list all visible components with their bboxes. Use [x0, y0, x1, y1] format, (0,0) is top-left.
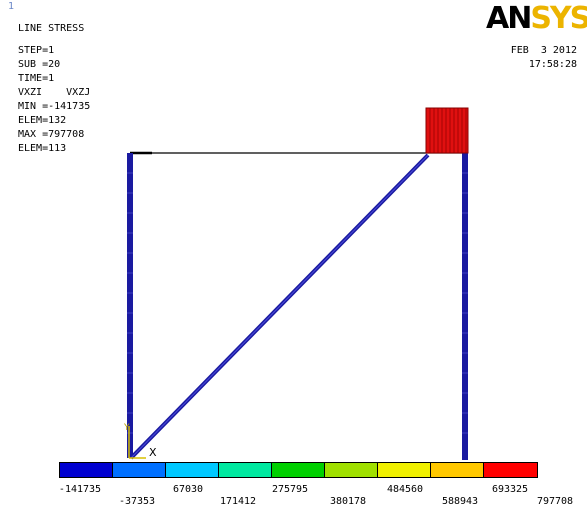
max-stress-hatching	[429, 108, 467, 153]
legend-band-1	[59, 462, 114, 478]
legend-label-9: 693325	[491, 484, 529, 495]
legend-label-10: 797708	[536, 496, 574, 507]
plot-title: LINE STRESS	[18, 23, 85, 34]
legend-label-3: 67030	[172, 484, 204, 495]
result-items-label: VXZI VXZJ	[18, 87, 91, 98]
legend-label-6: 380178	[329, 496, 367, 507]
min-value-label: MIN =-141735	[18, 101, 91, 112]
max-value-label: MAX =797708	[18, 129, 85, 140]
triad-y-label: Y	[123, 423, 130, 433]
ansys-logo: ANSYS	[486, 4, 587, 34]
legend-label-1: -141735	[58, 484, 102, 495]
max-stress-element	[425, 107, 469, 154]
legend-band-5	[271, 462, 326, 478]
legend-band-2	[112, 462, 167, 478]
legend-band-3	[165, 462, 220, 478]
window-number: 1	[8, 1, 15, 12]
legend-label-4: 171412	[219, 496, 257, 507]
coordinate-triad: Y X	[123, 423, 157, 459]
legend-label-8: 588943	[441, 496, 479, 507]
right-column-segments	[462, 172, 468, 434]
plot-time: 17:58:28	[528, 59, 577, 70]
left-column	[127, 153, 133, 458]
substep-label: SUB =20	[18, 59, 61, 70]
max-elem-label: ELEM=113	[18, 143, 67, 154]
diagonal-brace-highlight	[130, 154, 429, 459]
left-column-segments	[127, 172, 133, 434]
legend-label-2: -37353	[118, 496, 156, 507]
logo-an: AN	[486, 1, 532, 36]
triad-x-label: X	[149, 446, 157, 459]
step-label: STEP=1	[18, 45, 55, 56]
legend-label-7: 484560	[386, 484, 424, 495]
time-label: TIME=1	[18, 73, 55, 84]
logo-sys: SYS	[530, 1, 587, 36]
plot-date: FEB 3 2012	[510, 45, 577, 56]
legend-band-8	[430, 462, 485, 478]
legend-band-7	[377, 462, 432, 478]
legend-label-5: 275795	[271, 484, 309, 495]
legend-band-9	[483, 462, 538, 478]
legend-band-4	[218, 462, 273, 478]
legend-band-6	[324, 462, 379, 478]
min-elem-label: ELEM=132	[18, 115, 67, 126]
right-column	[462, 153, 468, 460]
